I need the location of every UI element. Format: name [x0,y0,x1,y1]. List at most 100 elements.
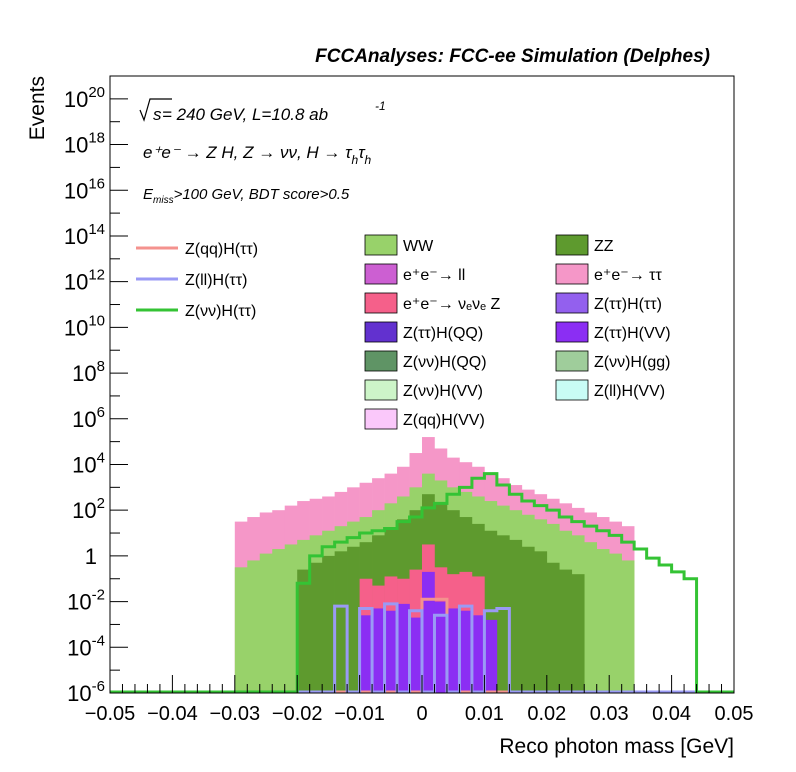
bar [384,610,398,693]
legend-swatch [364,234,398,256]
legend-line-label: Z(ll)H(ττ) [185,272,247,289]
legend-line-label: Z(νν)H(ττ) [185,303,256,320]
bar [496,535,510,693]
legend-line-label: Z(qq)H(ττ) [185,241,258,258]
bar [284,544,298,693]
bar [471,615,485,693]
bar [621,560,635,693]
bar [347,546,360,693]
legend-label: Z(ττ)H(ττ) [594,296,662,313]
x-tick-label: 0.01 [465,703,504,725]
bar [596,549,610,693]
bar [559,569,573,693]
bar [434,601,448,693]
bar [484,619,498,693]
legend-swatch [364,263,398,285]
y-tick-label: 1010 [64,312,105,340]
legend-swatch [555,379,589,401]
legend-label: e⁺e⁻→ ll [403,267,465,284]
y-tick-label: 10-4 [67,632,105,660]
x-axis-label: Reco photon mass [GeV] [499,735,734,758]
process-annotation: e⁺e⁻ → Z H, Z → νν, H → τhτh [143,143,372,167]
y-tick-label: 10-2 [67,587,105,615]
x-tick-label: −0.01 [334,703,385,725]
legend-label: Z(ττ)H(VV) [594,325,671,342]
process-label: e⁺e⁻ → Z H, Z → νν, H → τhτh [143,143,372,167]
bar [372,608,385,693]
y-tick-label: 1014 [64,221,105,249]
x-tick-label: −0.04 [147,703,198,725]
bar [309,562,323,693]
line-series-2 [110,472,734,694]
x-tick-label: 0.02 [527,703,566,725]
legend-label: Z(qq)H(VV) [403,412,485,429]
y-tick-label: 106 [72,404,105,432]
stack-ZtautauHVV [359,571,498,693]
bar [509,539,523,693]
cut-label: Emiss>100 GeV, BDT score>0.5 [143,186,350,206]
legend-label: Z(νν)H(QQ) [403,354,487,371]
bar [609,553,622,693]
bar [534,551,548,693]
bar [422,571,435,693]
legend-label: WW [403,238,434,255]
bar [272,549,286,693]
y-tick-label: 1 [85,544,97,569]
x-axis: −0.05 −0.04 −0.03 −0.02 −0.01 0 0.01 0.02 0.03 0.… [85,675,754,725]
y-tick-label: 1018 [64,130,105,158]
bar [571,574,585,693]
legend: Z(qq)H(ττ) Z(ll)H(ττ) Z(νν)H(ττ) WW ZZ e⁺e⁻→ … [136,234,671,430]
bar [446,608,460,693]
legend-label: e⁺e⁻→ ττ [594,267,662,284]
x-tick-label: 0.03 [590,703,629,725]
bar [546,562,560,693]
bar [334,551,348,693]
legend-label: Z(νν)H(gg) [594,354,670,371]
bar [584,542,598,693]
sqrt-s-label: s [153,105,162,124]
bar [297,569,310,693]
y-tick-label: 1012 [64,267,105,295]
y-tick-label: 108 [72,358,105,386]
bar [409,617,423,693]
legend-swatch [364,379,398,401]
energy-lumi-label: = 240 GeV, L=10.8 ab [162,105,328,124]
legend-label: Z(ll)H(VV) [594,383,665,400]
legend-label: Z(ττ)H(QQ) [403,325,483,342]
y-tick-label: 10-6 [67,678,105,706]
bar [259,553,273,693]
bar [247,560,261,693]
energy-annotation: s = 240 GeV, L=10.8 ab -1 [139,98,386,124]
lumi-exponent: -1 [375,99,386,113]
y-axis: 10-6 10-4 10-2 1 102 104 106 108 1010 1012 1014 101… [64,75,128,706]
x-tick-label: 0.05 [715,703,754,725]
bar [397,603,410,693]
legend-swatch [364,350,398,372]
cut-annotation: Emiss>100 GeV, BDT score>0.5 [143,186,350,206]
y-tick-label: 1016 [64,175,105,203]
line-layer [110,472,734,694]
legend-swatch [555,263,589,285]
bar [359,615,373,693]
bar [234,567,248,693]
legend-label: e⁺e⁻→ νₑνₑ Z [403,296,500,313]
legend-swatch [364,321,398,343]
legend-swatch [364,408,398,430]
x-tick-label: −0.03 [209,703,260,725]
y-tick-label: 102 [72,495,105,523]
legend-swatch [555,350,589,372]
bar [459,610,473,693]
x-tick-label: −0.05 [85,703,136,725]
y-tick-label: 1020 [64,84,105,112]
sqrt-icon [139,98,172,122]
x-tick-label: 0 [416,703,427,725]
legend-label: Z(νν)H(VV) [403,383,483,400]
x-tick-label: 0.04 [652,703,691,725]
legend-swatch [555,234,589,256]
bar [521,546,535,693]
x-tick-label: −0.02 [272,703,323,725]
bar [322,555,335,693]
chart-title: FCCAnalyses: FCC-ee Simulation (Delphes) [315,46,710,67]
legend-swatch [364,292,398,314]
